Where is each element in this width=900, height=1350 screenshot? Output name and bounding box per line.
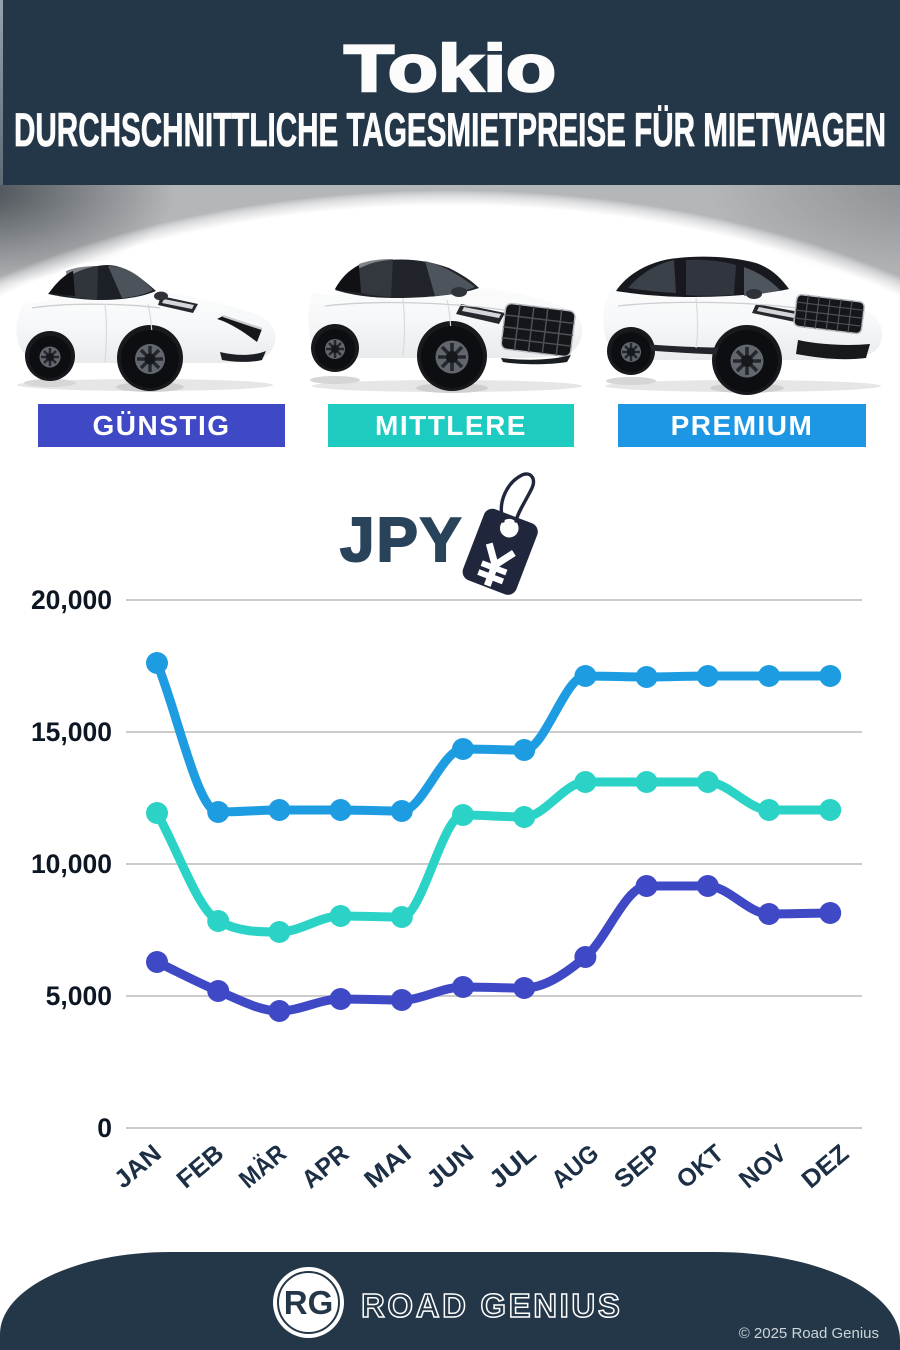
svg-text:5,000: 5,000 (46, 981, 112, 1011)
svg-text:SEP: SEP (609, 1139, 667, 1194)
svg-text:AUG: AUG (546, 1139, 604, 1194)
svg-text:NOV: NOV (734, 1139, 792, 1194)
svg-text:DEZ: DEZ (796, 1139, 854, 1194)
svg-text:MAI: MAI (359, 1139, 417, 1194)
svg-text:0: 0 (97, 1113, 112, 1143)
svg-text:15,000: 15,000 (31, 717, 112, 747)
svg-text:10,000: 10,000 (31, 849, 112, 879)
svg-text:Tokio: Tokio (344, 31, 556, 105)
svg-text:OKT: OKT (671, 1139, 729, 1194)
svg-text:APR: APR (296, 1139, 354, 1194)
svg-text:MÄR: MÄR (234, 1139, 292, 1194)
svg-text:20,000: 20,000 (31, 585, 112, 615)
svg-text:JUL: JUL (484, 1139, 542, 1194)
svg-text:JUN: JUN (421, 1139, 479, 1194)
svg-text:JAN: JAN (109, 1139, 167, 1194)
svg-text:FEB: FEB (171, 1139, 229, 1194)
svg-text:DURCHSCHNITTLICHE TAGESMIETPRE: DURCHSCHNITTLICHE TAGESMIETPREISE FÜR MI… (14, 103, 886, 156)
